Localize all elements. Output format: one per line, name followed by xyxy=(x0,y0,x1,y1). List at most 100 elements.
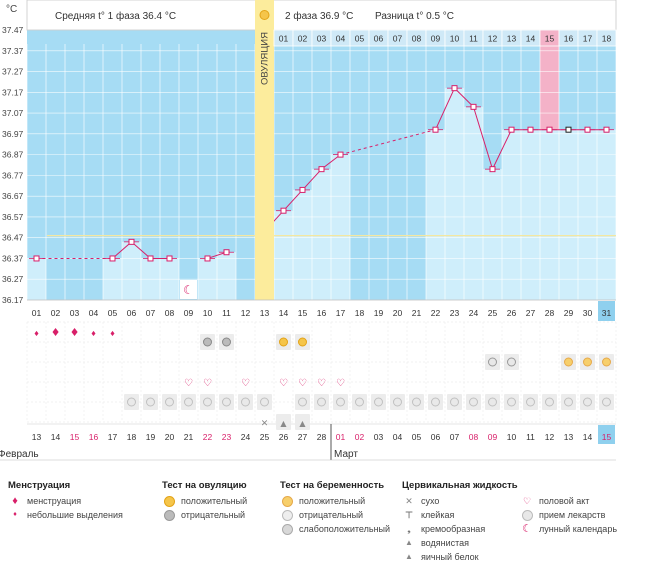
cycle-day-label: 17 xyxy=(336,308,346,318)
ovulation-label: ОВУЛЯЦИЯ xyxy=(260,32,271,85)
preg-negative-icon xyxy=(488,357,497,367)
bbt-chart: Средняя t° 1 фаза 36.4 °C 2 фаза 36.9 °C Р… xyxy=(0,0,617,461)
date-label: 27 xyxy=(298,432,308,442)
pill-icon xyxy=(203,397,212,407)
pill-icon xyxy=(412,397,421,407)
y-tick-label: 37.37 xyxy=(2,46,24,56)
cycle-day-label: 10 xyxy=(203,308,213,318)
y-tick-label: 36.47 xyxy=(2,233,24,243)
pill-icon xyxy=(526,397,535,407)
temp-line-segment xyxy=(473,106,493,170)
current-day-cell xyxy=(598,301,615,321)
y-tick-label: 36.57 xyxy=(2,212,24,222)
heart-icon: ♡ xyxy=(279,378,288,389)
y-tick-label: 36.27 xyxy=(2,274,24,284)
date-label: 05 xyxy=(412,432,422,442)
date-label: 28 xyxy=(317,432,327,442)
cycle-day-label: 21 xyxy=(412,308,422,318)
dry-icon: ✕ xyxy=(261,419,269,429)
ovu-positive-icon xyxy=(162,495,176,507)
legend-label: положительный xyxy=(299,496,366,506)
temp-bar xyxy=(540,129,559,300)
drop-big-icon: ♦ xyxy=(51,326,61,339)
pill-icon xyxy=(241,397,250,407)
cycle-day-label: 26 xyxy=(507,308,517,318)
temp-line-segment xyxy=(302,168,322,191)
temp-bar xyxy=(217,252,236,300)
cycle-day-label: 03 xyxy=(70,308,80,318)
legend-item-menstruation: ♦ менструация xyxy=(8,494,123,508)
y-tick-label: 36.77 xyxy=(2,170,24,180)
date-label: 15 xyxy=(70,432,80,442)
legend-label: отрицательный xyxy=(299,510,364,520)
legend-label: яичный белок xyxy=(421,552,479,562)
temp-bar xyxy=(578,129,597,300)
date-label: 09 xyxy=(488,432,498,442)
cycle-day-label: 27 xyxy=(526,308,536,318)
top-day-label: 14 xyxy=(526,34,536,44)
pill-icon xyxy=(507,397,516,407)
legend-item-eggwhite: ▲ яичный белок xyxy=(402,550,518,564)
legend-label: клейкая xyxy=(421,510,455,520)
chart-header xyxy=(26,0,617,31)
temp-bar xyxy=(464,106,483,300)
heart-icon: ♡ xyxy=(184,378,193,389)
date-label: 25 xyxy=(260,432,270,442)
cycle-day-label: 25 xyxy=(488,308,498,318)
legend-label: менструация xyxy=(27,496,82,506)
cycle-day-label: 08 xyxy=(165,308,175,318)
temp-bar xyxy=(445,88,464,301)
ovu-positive-icon xyxy=(298,337,307,347)
top-day-label: 15 xyxy=(545,34,555,44)
pill-icon xyxy=(165,397,174,407)
temp-point xyxy=(527,126,534,133)
legend-label: половой акт xyxy=(539,496,590,506)
date-label: 06 xyxy=(431,432,441,442)
pill-icon xyxy=(564,397,573,407)
cycle-day-label: 06 xyxy=(127,308,137,318)
date-label: 18 xyxy=(127,432,137,442)
cycle-day-label: 05 xyxy=(108,308,118,318)
temp-point xyxy=(470,103,477,110)
current-date-cell xyxy=(598,425,615,444)
date-label: 17 xyxy=(108,432,118,442)
temp-bar xyxy=(274,210,293,300)
temp-point xyxy=(299,186,306,193)
preg-positive-icon xyxy=(564,357,573,367)
watery-icon: ▲ xyxy=(405,538,413,547)
top-day-label: 05 xyxy=(355,34,365,44)
y-tick-label: 36.87 xyxy=(2,150,24,160)
moon-icon: ☾ xyxy=(522,523,532,535)
top-day-label: 10 xyxy=(450,34,460,44)
cycle-day-label: 24 xyxy=(469,308,479,318)
top-day-label: 06 xyxy=(374,34,384,44)
y-tick-label: 36.67 xyxy=(2,191,24,201)
creamy-icon: ❟ xyxy=(407,524,411,534)
cycle-day-label: 14 xyxy=(279,308,289,318)
cycle-day-label: 11 xyxy=(222,308,231,318)
temp-point xyxy=(166,255,173,262)
legend-pregnancy-test: Тест на беременность положительный отриц… xyxy=(280,480,390,536)
preg-negative-icon xyxy=(280,509,294,521)
legend-label: отрицательный xyxy=(181,510,246,520)
legend-item-ovu-positive: положительный xyxy=(162,494,247,508)
legend-item-preg-positive: положительный xyxy=(280,494,390,508)
cycle-day-label: 12 xyxy=(241,308,251,318)
date-label: 03 xyxy=(374,432,384,442)
ovu-negative-icon xyxy=(222,337,231,347)
top-day-label: 13 xyxy=(507,34,517,44)
pill-icon xyxy=(374,397,383,407)
legend-other: ♡ половой акт прием лекарств ☾ лунный кале… xyxy=(520,494,617,536)
legend-label: сухо xyxy=(421,496,440,506)
pill-icon xyxy=(602,397,611,407)
legend-label: небольшие выделения xyxy=(27,510,123,520)
legend-pregnancy-title: Тест на беременность xyxy=(280,480,385,491)
pill-icon xyxy=(393,397,402,407)
y-unit-label: °C xyxy=(6,4,17,15)
heart-icon: ♡ xyxy=(203,378,212,389)
preg-positive-icon xyxy=(280,495,294,507)
date-label: 07 xyxy=(450,432,460,442)
drop-big-icon: ♦ xyxy=(12,495,18,507)
temp-line-segment xyxy=(321,154,341,170)
date-label: 22 xyxy=(203,432,213,442)
